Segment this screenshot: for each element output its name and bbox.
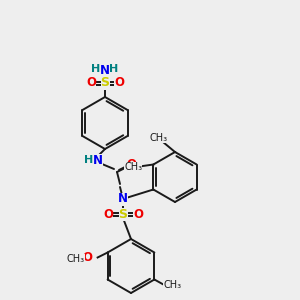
Text: CH₃: CH₃ (124, 161, 142, 172)
Text: CH₃: CH₃ (163, 280, 182, 290)
Text: H: H (110, 64, 118, 74)
Text: CH₃: CH₃ (150, 133, 168, 143)
Text: H: H (92, 64, 100, 74)
Text: O: O (114, 76, 124, 89)
Text: H: H (84, 155, 94, 165)
Text: N: N (93, 154, 103, 166)
Text: O: O (82, 251, 93, 264)
Text: O: O (86, 76, 96, 89)
Text: O: O (103, 208, 113, 220)
Text: S: S (118, 208, 127, 220)
Text: N: N (100, 64, 110, 76)
Text: CH₃: CH₃ (67, 254, 85, 263)
Text: S: S (100, 76, 109, 89)
Text: N: N (118, 193, 128, 206)
Text: O: O (133, 208, 143, 220)
Text: O: O (126, 158, 136, 170)
